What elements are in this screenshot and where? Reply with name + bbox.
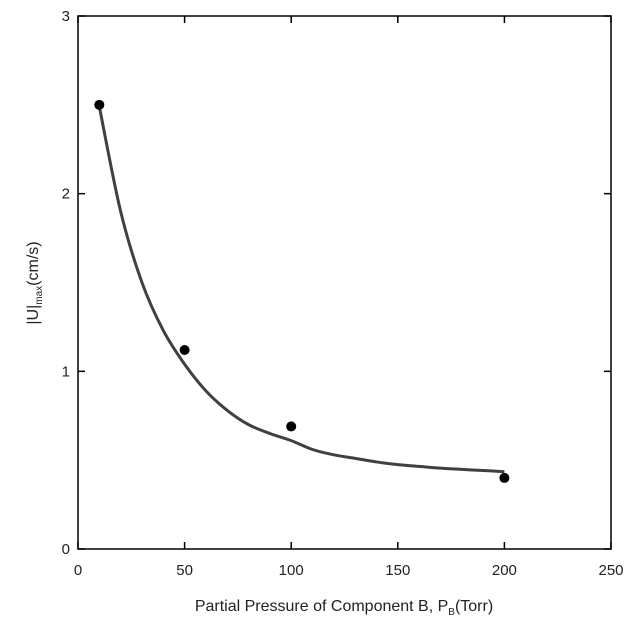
- y-tick-label: 3: [62, 8, 70, 25]
- axis-tick-labels: 0 50 100 150 200 250 0 1 2 3: [62, 8, 624, 579]
- data-point: [286, 421, 297, 432]
- fit-curve: [97, 106, 505, 474]
- y-tick-label: 2: [62, 186, 70, 203]
- x-tick-label: 250: [598, 562, 623, 579]
- data-point: [499, 472, 510, 483]
- data-point: [94, 99, 105, 110]
- plot-frame: [77, 15, 612, 550]
- x-tick-label: 150: [385, 562, 410, 579]
- x-tick-label: 200: [492, 562, 517, 579]
- y-tick-label: 1: [62, 363, 70, 380]
- y-tick-label: 0: [62, 541, 70, 558]
- data-points: [94, 99, 510, 483]
- axis-ticks: [77, 15, 612, 550]
- y-axis-title: |U|max(cm/s): [25, 241, 45, 324]
- x-tick-label: 50: [176, 562, 193, 579]
- x-tick-label: 100: [279, 562, 304, 579]
- data-point: [179, 345, 190, 356]
- x-tick-label: 0: [74, 562, 82, 579]
- x-axis-title: Partial Pressure of Component B, PB(Torr…: [195, 598, 493, 618]
